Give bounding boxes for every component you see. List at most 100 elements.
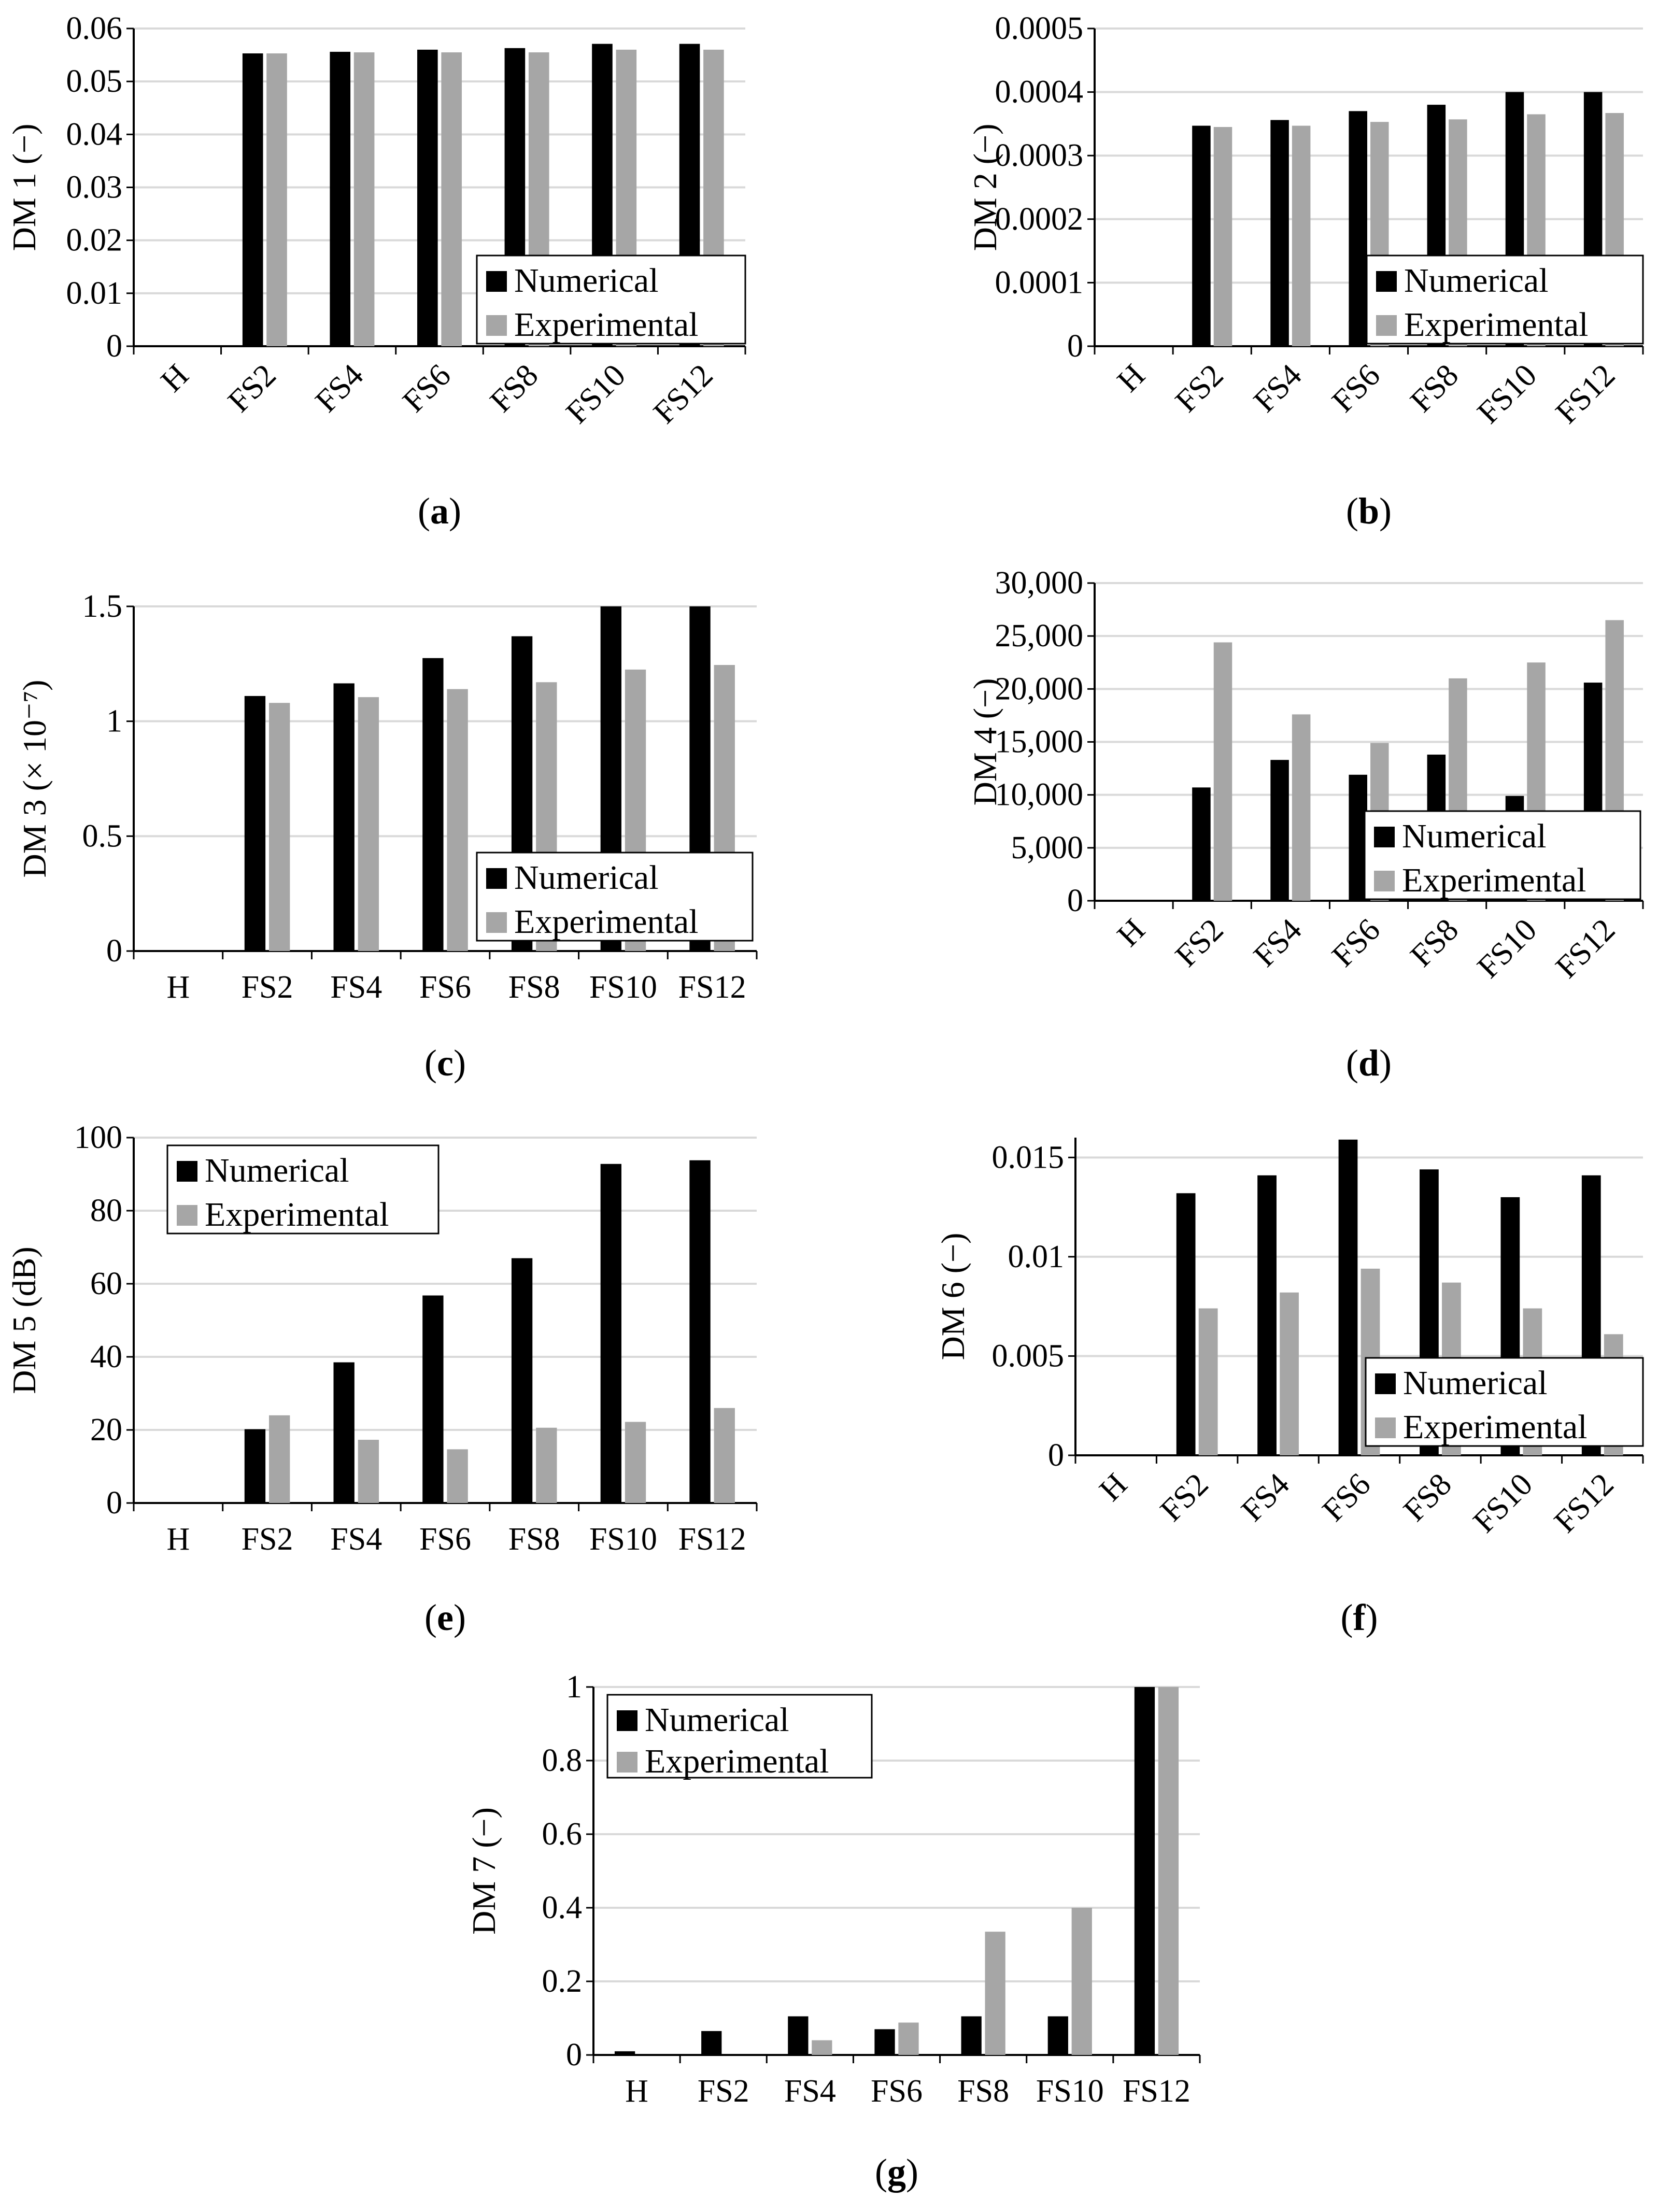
bar-numerical-fs4 xyxy=(1270,120,1289,346)
x-tick-label: FS4 xyxy=(330,970,382,1005)
bar-numerical-fs4 xyxy=(788,2016,809,2055)
legend-swatch-numerical xyxy=(1374,827,1395,847)
bar-numerical-fs6 xyxy=(422,1295,444,1503)
x-tick-label: FS6 xyxy=(1325,358,1387,419)
bar-numerical-fs6 xyxy=(417,49,438,346)
bar-numerical-fs2 xyxy=(244,696,266,951)
panel-label: (d) xyxy=(1346,1042,1392,1084)
bar-experimental-fs2 xyxy=(269,703,290,951)
legend-box xyxy=(606,1694,873,1779)
bar-numerical-fs2 xyxy=(701,2031,722,2055)
legend-swatch-experimental xyxy=(617,1752,637,1773)
x-tick-label: FS12 xyxy=(1549,358,1622,431)
bar-numerical-fs6 xyxy=(1349,111,1367,346)
legend-swatch-experimental xyxy=(177,1205,197,1226)
x-tick-label: FS6 xyxy=(1325,912,1387,974)
legend-swatch-experimental xyxy=(1375,1417,1396,1438)
x-tick-label: FS6 xyxy=(1316,1467,1378,1528)
bar-numerical-fs8 xyxy=(511,1258,533,1503)
x-tick-label: FS12 xyxy=(1549,912,1622,985)
y-axis-label: DM 7 (−) xyxy=(465,1807,502,1935)
x-tick-label: FS4 xyxy=(1247,358,1309,419)
y-tick-label: 0.01 xyxy=(66,276,123,311)
x-tick-label: H xyxy=(166,970,190,1005)
x-tick-label: FS2 xyxy=(1154,1467,1215,1528)
bar-experimental-fs4 xyxy=(1280,1292,1299,1455)
bar-experimental-fs10 xyxy=(1071,1908,1092,2055)
legend-box xyxy=(1364,810,1641,900)
legend-label-experimental: Experimental xyxy=(645,1742,829,1780)
legend-label-numerical: Numerical xyxy=(514,859,659,897)
legend-label-experimental: Experimental xyxy=(514,306,699,344)
bar-numerical-fs2 xyxy=(1176,1193,1196,1455)
bar-numerical-fs4 xyxy=(1270,760,1289,901)
y-tick-label: 0 xyxy=(566,2037,582,2073)
y-tick-label: 0 xyxy=(106,329,122,364)
y-tick-label: 0 xyxy=(1067,329,1083,364)
bar-numerical-h xyxy=(614,2051,635,2055)
y-tick-label: 0 xyxy=(1048,1438,1064,1473)
chart-panel-b: 0 0.0001 0.0002 0.0003 0.0004 0.0005 H FS2 FS4 FS… xyxy=(967,11,1644,532)
bar-experimental-fs6 xyxy=(447,689,468,951)
chart-panel-d: 0 5,000 10,000 15,000 20,000 25,000 30,000 H FS2… xyxy=(967,565,1644,1084)
bar-experimental-fs4 xyxy=(1292,125,1311,346)
y-tick-label: 30,000 xyxy=(995,565,1084,601)
y-tick-label: 0.015 xyxy=(992,1140,1065,1175)
legend-label-numerical: Numerical xyxy=(1403,1364,1548,1402)
x-tick-label: FS8 xyxy=(508,970,560,1005)
y-tick-label: 0.4 xyxy=(542,1890,583,1925)
legend-label-numerical: Numerical xyxy=(645,1701,789,1739)
x-tick-label: FS12 xyxy=(678,970,746,1005)
bar-experimental-fs2 xyxy=(1213,127,1232,346)
bar-experimental-fs8 xyxy=(985,1932,1005,2055)
y-tick-label: 20,000 xyxy=(995,671,1084,706)
x-tick-label: FS6 xyxy=(419,1522,471,1557)
x-tick-label: FS8 xyxy=(484,358,545,419)
y-axis-label: DM 5 (dB) xyxy=(6,1246,42,1394)
y-tick-label: 10,000 xyxy=(995,777,1084,813)
bar-experimental-fs6 xyxy=(441,52,462,347)
bar-experimental-fs4 xyxy=(353,52,375,347)
y-tick-label: 1 xyxy=(566,1669,582,1705)
chart-panel-a: 00.010.020.030.040.050.06H FS2 FS4 FS6 FS8 FS… xyxy=(6,11,746,532)
y-tick-label: 0.04 xyxy=(66,117,123,152)
x-tick-label: FS8 xyxy=(957,2074,1009,2109)
y-tick-label: 5,000 xyxy=(1011,830,1084,866)
legend-label-numerical: Numerical xyxy=(1402,817,1547,855)
legend-box xyxy=(166,1144,440,1235)
y-axis-label: DM 2 (−) xyxy=(967,124,1003,251)
x-tick-label: FS12 xyxy=(678,1522,746,1557)
x-tick-label: FS4 xyxy=(784,2074,836,2109)
y-tick-label: 0.05 xyxy=(66,64,123,99)
y-tick-label: 0.0001 xyxy=(995,265,1084,300)
bar-experimental-fs12 xyxy=(714,1408,735,1503)
bar-experimental-fs10 xyxy=(625,1422,646,1503)
legend-label-numerical: Numerical xyxy=(514,262,659,300)
x-tick-label: FS2 xyxy=(1169,912,1230,974)
x-tick-label: FS8 xyxy=(1397,1467,1458,1528)
bar-numerical-fs8 xyxy=(961,2016,982,2055)
legend-swatch-experimental xyxy=(486,315,507,336)
y-tick-label: 0.03 xyxy=(66,170,123,205)
y-axis-label: DM 3 (× 10⁻⁷) xyxy=(16,680,53,878)
x-tick-label: FS10 xyxy=(589,970,657,1005)
y-tick-label: 0.02 xyxy=(66,223,123,258)
y-tick-label: 80 xyxy=(90,1193,122,1228)
bar-experimental-fs6 xyxy=(898,2022,919,2055)
y-tick-label: 0 xyxy=(106,933,122,969)
y-tick-label: 25,000 xyxy=(995,618,1084,654)
y-tick-label: 1.5 xyxy=(82,589,123,624)
bar-numerical-fs12 xyxy=(689,1160,711,1503)
chart-panel-e: 0 20 40 60 80 100 H FS2 FS4 FS6 FS8 FS10 FS12 DM 5 (d… xyxy=(6,1120,758,1638)
legend-label-experimental: Experimental xyxy=(1402,861,1586,899)
legend-swatch-numerical xyxy=(1376,271,1397,292)
bar-experimental-fs2 xyxy=(269,1415,290,1503)
y-tick-label: 40 xyxy=(90,1339,122,1374)
x-tick-label: FS4 xyxy=(309,358,371,419)
y-tick-label: 0.06 xyxy=(66,11,123,46)
x-tick-label: FS8 xyxy=(1404,358,1465,419)
bar-numerical-fs6 xyxy=(874,2029,895,2055)
y-tick-label: 60 xyxy=(90,1266,122,1301)
x-tick-label: FS8 xyxy=(1404,912,1465,974)
y-tick-label: 0.005 xyxy=(992,1338,1065,1373)
